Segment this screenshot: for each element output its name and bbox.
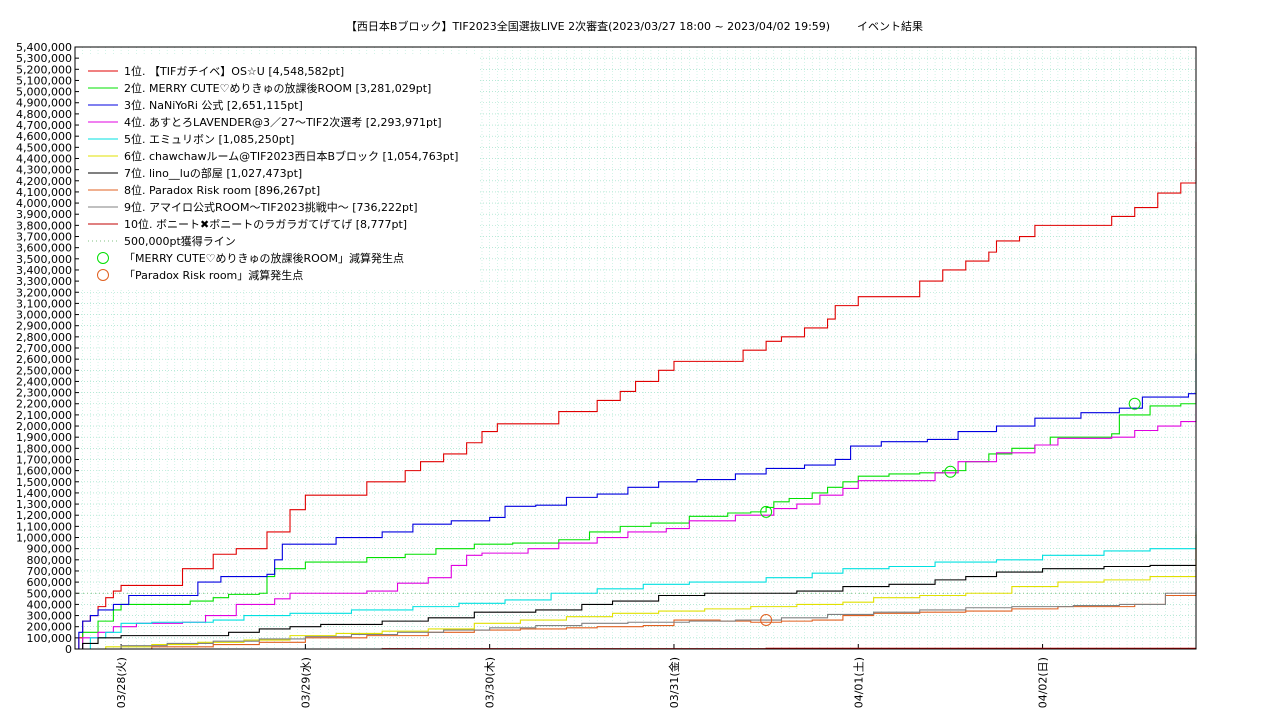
y-tick-label: 4,000,000 — [16, 197, 72, 210]
y-axis: 0100,000200,000300,000400,000500,000600,… — [16, 41, 79, 656]
y-tick-label: 0 — [65, 643, 72, 656]
y-tick-label: 4,300,000 — [16, 164, 72, 177]
y-tick-label: 5,200,000 — [16, 63, 72, 76]
legend-marker-1 — [97, 252, 109, 264]
y-tick-label: 4,900,000 — [16, 97, 72, 110]
legend-label-7: 7位. lino__luの部屋 [1,027,473pt] — [124, 166, 302, 180]
series-line-4 — [75, 393, 1197, 650]
plot-frame — [74, 46, 1197, 650]
y-tick-label: 4,700,000 — [16, 119, 72, 132]
legend: 1位. 【TIFガチイベ】OS☆U [4,548,582pt] 2位. MERRY… — [80, 55, 480, 290]
y-tick-label: 2,700,000 — [16, 342, 72, 355]
marker-point-2 — [760, 614, 773, 627]
legend-label-4: 4位. あすとろLAVENDER@3／27〜TIF2次選考 [2,293,971… — [124, 115, 442, 129]
x-tick-label: 04/02(日) — [1037, 657, 1050, 708]
y-tick-label: 3,500,000 — [16, 253, 72, 266]
y-tick-label: 1,900,000 — [16, 431, 72, 444]
marker-point-1 — [760, 505, 773, 518]
y-tick-label: 1,200,000 — [16, 509, 72, 522]
markers-group — [760, 397, 1141, 627]
legend-label-reference: 500,000pt獲得ライン — [124, 235, 236, 248]
y-tick-label: 3,700,000 — [16, 231, 72, 244]
series-line-6 — [75, 531, 1197, 650]
y-tick-label: 1,100,000 — [16, 520, 72, 533]
y-tick-label: 5,100,000 — [16, 74, 72, 87]
chart-title: 【西日本Bブロック】TIF2023全国選抜LIVE 2次審査(2023/03/2… — [346, 19, 830, 33]
y-tick-label: 2,600,000 — [16, 353, 72, 366]
y-tick-label: 1,700,000 — [16, 453, 72, 466]
chart-subtitle: イベント結果 — [857, 19, 923, 33]
marker-point-1 — [1128, 397, 1141, 410]
y-tick-label: 5,300,000 — [16, 52, 72, 65]
x-axis: 03/28(火) 03/29(水) 03/30(木) 03/31(金) 04/01(土)… — [115, 644, 1050, 708]
x-tick-label: 03/29(水) — [299, 657, 312, 708]
y-tick-label: 3,200,000 — [16, 286, 72, 299]
y-tick-label: 100,000 — [27, 632, 73, 645]
legend-background — [80, 55, 480, 290]
y-tick-label: 1,400,000 — [16, 487, 72, 500]
y-tick-label: 3,800,000 — [16, 219, 72, 232]
y-tick-label: 2,300,000 — [16, 387, 72, 400]
y-tick-label: 200,000 — [27, 621, 73, 634]
y-tick-label: 2,400,000 — [16, 375, 72, 388]
y-tick-label: 400,000 — [27, 598, 73, 611]
y-tick-label: 1,600,000 — [16, 465, 72, 478]
y-tick-label: 4,100,000 — [16, 186, 72, 199]
y-tick-label: 2,500,000 — [16, 364, 72, 377]
legend-label-3: 3位. NaNiYoRi 公式 [2,651,115pt] — [124, 98, 303, 112]
x-tick-label: 04/01(土) — [852, 657, 865, 708]
y-tick-label: 3,300,000 — [16, 275, 72, 288]
y-tick-label: 4,800,000 — [16, 108, 72, 121]
legend-label-6: 6位. chawchawルーム@TIF2023西日本Bブロック [1,054,7… — [124, 149, 458, 163]
y-tick-label: 2,100,000 — [16, 409, 72, 422]
y-tick-label: 1,000,000 — [16, 532, 72, 545]
legend-label-1: 1位. 【TIFガチイベ】OS☆U [4,548,582pt] — [124, 64, 344, 78]
legend-label-10: 10位. ボニート✖ボニートのラガラガてげてげ [8,777pt] — [124, 217, 407, 231]
y-tick-label: 1,300,000 — [16, 498, 72, 511]
y-tick-label: 3,400,000 — [16, 264, 72, 277]
legend-label-marker-1: 「MERRY CUTE♡めりきゅの放課後ROOM」減算発生点 — [124, 251, 404, 265]
x-tick-label: 03/31(金) — [667, 657, 681, 708]
y-tick-label: 1,500,000 — [16, 476, 72, 489]
series-line-9 — [75, 566, 1197, 650]
y-tick-label: 900,000 — [27, 543, 73, 556]
y-tick-label: 4,600,000 — [16, 130, 72, 143]
legend-marker-2 — [97, 269, 109, 281]
y-tick-label: 2,000,000 — [16, 420, 72, 433]
y-tick-label: 4,400,000 — [16, 152, 72, 165]
series-line-5 — [75, 528, 1197, 650]
y-tick-label: 3,100,000 — [16, 297, 72, 310]
y-tick-label: 3,600,000 — [16, 242, 72, 255]
marker-point-1 — [944, 465, 957, 478]
y-tick-label: 700,000 — [27, 565, 73, 578]
legend-label-marker-2: 「Paradox Risk room」減算発生点 — [124, 268, 303, 282]
y-tick-label: 3,000,000 — [16, 309, 72, 322]
y-tick-label: 500,000 — [27, 587, 73, 600]
y-tick-label: 4,200,000 — [16, 175, 72, 188]
y-tick-label: 5,400,000 — [16, 41, 72, 54]
y-tick-label: 800,000 — [27, 554, 73, 567]
y-tick-label: 4,500,000 — [16, 141, 72, 154]
series-line-3 — [75, 353, 1197, 650]
x-tick-label: 03/28(火) — [115, 657, 128, 708]
series-line-1 — [75, 141, 1197, 650]
legend-label-9: 9位. アマイロ公式ROOM〜TIF2023挑戦中〜 [736,222pt] — [124, 200, 418, 214]
legend-label-8: 8位. Paradox Risk room [896,267pt] — [124, 183, 320, 197]
y-tick-label: 300,000 — [27, 610, 73, 623]
y-tick-label: 2,800,000 — [16, 331, 72, 344]
y-tick-label: 2,900,000 — [16, 320, 72, 333]
legend-label-2: 2位. MERRY CUTE♡めりきゅの放課後ROOM [3,281,029pt… — [124, 81, 431, 95]
y-tick-label: 2,200,000 — [16, 398, 72, 411]
y-tick-label: 3,900,000 — [16, 208, 72, 221]
y-tick-label: 1,800,000 — [16, 442, 72, 455]
series-line-7 — [75, 534, 1197, 650]
legend-label-5: 5位. エミュリボン [1,085,250pt] — [124, 132, 294, 146]
x-tick-label: 03/30(木) — [484, 657, 497, 708]
y-tick-label: 5,000,000 — [16, 86, 72, 99]
y-tick-label: 600,000 — [27, 576, 73, 589]
